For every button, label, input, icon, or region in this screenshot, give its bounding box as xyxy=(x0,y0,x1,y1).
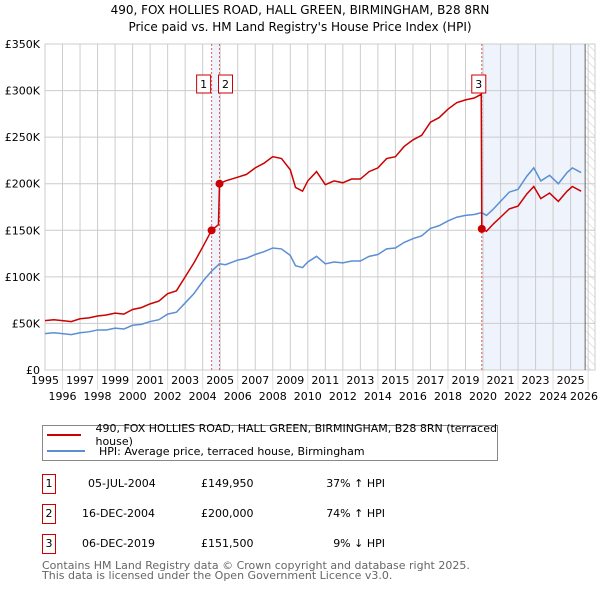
plot-border xyxy=(44,43,596,371)
x-tick-label: 2011 xyxy=(311,374,339,387)
x-tick-label: 2017 xyxy=(416,374,444,387)
legend-item-hpi: HPI: Average price, terraced house, Birm… xyxy=(43,443,365,459)
x-tick-label: 2000 xyxy=(119,390,147,403)
sale-label-box xyxy=(471,74,487,94)
x-tick-label: 1998 xyxy=(84,390,112,403)
forecast-hatch xyxy=(585,44,595,370)
sale-row: 3 06-DEC-2019 £151,500 9% ↓ HPI xyxy=(42,534,442,554)
x-tick-label: 2019 xyxy=(451,374,479,387)
x-tick-label: 2020 xyxy=(469,390,497,403)
x-tick-label: 1999 xyxy=(101,374,129,387)
sale-hpi-diff: 37% ↑ HPI xyxy=(326,477,385,490)
y-tick-label: £300K xyxy=(5,85,41,98)
footer-copyright: Contains HM Land Registry data © Crown c… xyxy=(42,559,470,572)
y-tick-label: £150K xyxy=(5,224,41,237)
x-tick-label: 2014 xyxy=(364,390,392,403)
series-line xyxy=(44,93,582,323)
sale-label: 2 xyxy=(222,78,229,91)
footer-licence: This data is licensed under the Open Gov… xyxy=(42,569,393,582)
x-tick-label: 2008 xyxy=(259,390,287,403)
y-tick-label: £350K xyxy=(5,38,41,51)
y-tick-label: £50K xyxy=(12,317,41,330)
sale-hpi-diff: 9% ↓ HPI xyxy=(333,537,385,550)
chart-subtitle: Price paid vs. HM Land Registry's House … xyxy=(128,20,471,34)
sale-period-shade xyxy=(481,44,586,370)
sale-price: £151,500 xyxy=(201,537,254,550)
sale-period-shade xyxy=(211,44,220,370)
sale-date: 05-JUL-2004 xyxy=(88,477,156,490)
x-tick-label: 2003 xyxy=(171,374,199,387)
x-tick-label: 1996 xyxy=(49,390,77,403)
sale-row: 1 05-JUL-2004 £149,950 37% ↑ HPI xyxy=(42,474,442,494)
sale-point xyxy=(215,179,224,188)
legend: 490, FOX HOLLIES ROAD, HALL GREEN, BIRMI… xyxy=(42,422,498,461)
x-tick-label: 2010 xyxy=(294,390,322,403)
x-tick-label: 2018 xyxy=(434,390,462,403)
x-tick-label: 2021 xyxy=(487,374,515,387)
x-tick-label: 2009 xyxy=(276,374,304,387)
x-tick-label: 2026 xyxy=(570,390,598,403)
y-tick-label: £0 xyxy=(26,364,40,377)
sale-date: 16-DEC-2004 xyxy=(82,507,156,520)
x-tick-label: 2002 xyxy=(154,390,182,403)
y-tick-label: £100K xyxy=(5,271,41,284)
series-line xyxy=(44,166,582,336)
x-tick-label: 2022 xyxy=(504,390,532,403)
legend-label: HPI: Average price, terraced house, Birm… xyxy=(99,444,365,458)
sale-price: £149,950 xyxy=(201,477,254,490)
sale-label-box xyxy=(217,74,233,94)
sale-label: 3 xyxy=(475,78,482,91)
x-tick-label: 2023 xyxy=(522,374,550,387)
x-tick-label: 1997 xyxy=(66,374,94,387)
x-tick-label: 2024 xyxy=(539,390,567,403)
legend-label: 490, FOX HOLLIES ROAD, HALL GREEN, BIRMI… xyxy=(95,422,497,448)
y-tick-label: £250K xyxy=(5,131,41,144)
sale-date: 06-DEC-2019 xyxy=(82,537,156,550)
sale-point xyxy=(477,224,486,233)
footer: Contains HM Land Registry data © Crown c… xyxy=(42,559,470,582)
sale-row: 2 16-DEC-2004 £200,000 74% ↑ HPI xyxy=(42,504,442,524)
x-tick-label: 2012 xyxy=(329,390,357,403)
sale-number-badge: 3 xyxy=(42,534,56,554)
legend-item-property: 490, FOX HOLLIES ROAD, HALL GREEN, BIRMI… xyxy=(43,422,497,448)
x-tick-label: 2013 xyxy=(346,374,374,387)
x-tick-label: 2005 xyxy=(206,374,234,387)
sale-number-badge: 1 xyxy=(42,474,56,494)
sale-label: 1 xyxy=(200,78,207,91)
chart-title: 490, FOX HOLLIES ROAD, HALL GREEN, BIRMI… xyxy=(111,3,490,17)
price-chart: 490, FOX HOLLIES ROAD, HALL GREEN, BIRMI… xyxy=(5,3,598,403)
sale-number-badge: 2 xyxy=(42,504,56,524)
x-tick-label: 1995 xyxy=(31,374,59,387)
sale-label-box xyxy=(196,74,212,94)
sale-point xyxy=(207,226,216,235)
y-tick-label: £200K xyxy=(5,178,41,191)
sale-price: £200,000 xyxy=(201,507,254,520)
x-tick-label: 2007 xyxy=(241,374,269,387)
x-tick-label: 2016 xyxy=(399,390,427,403)
x-tick-label: 2001 xyxy=(136,374,164,387)
x-tick-label: 2006 xyxy=(224,390,252,403)
legend-swatch-blue xyxy=(47,450,85,452)
x-tick-label: 2025 xyxy=(557,374,585,387)
x-tick-label: 2004 xyxy=(189,390,217,403)
x-tick-label: 2015 xyxy=(381,374,409,387)
legend-swatch-red xyxy=(47,434,82,436)
sale-hpi-diff: 74% ↑ HPI xyxy=(326,507,385,520)
